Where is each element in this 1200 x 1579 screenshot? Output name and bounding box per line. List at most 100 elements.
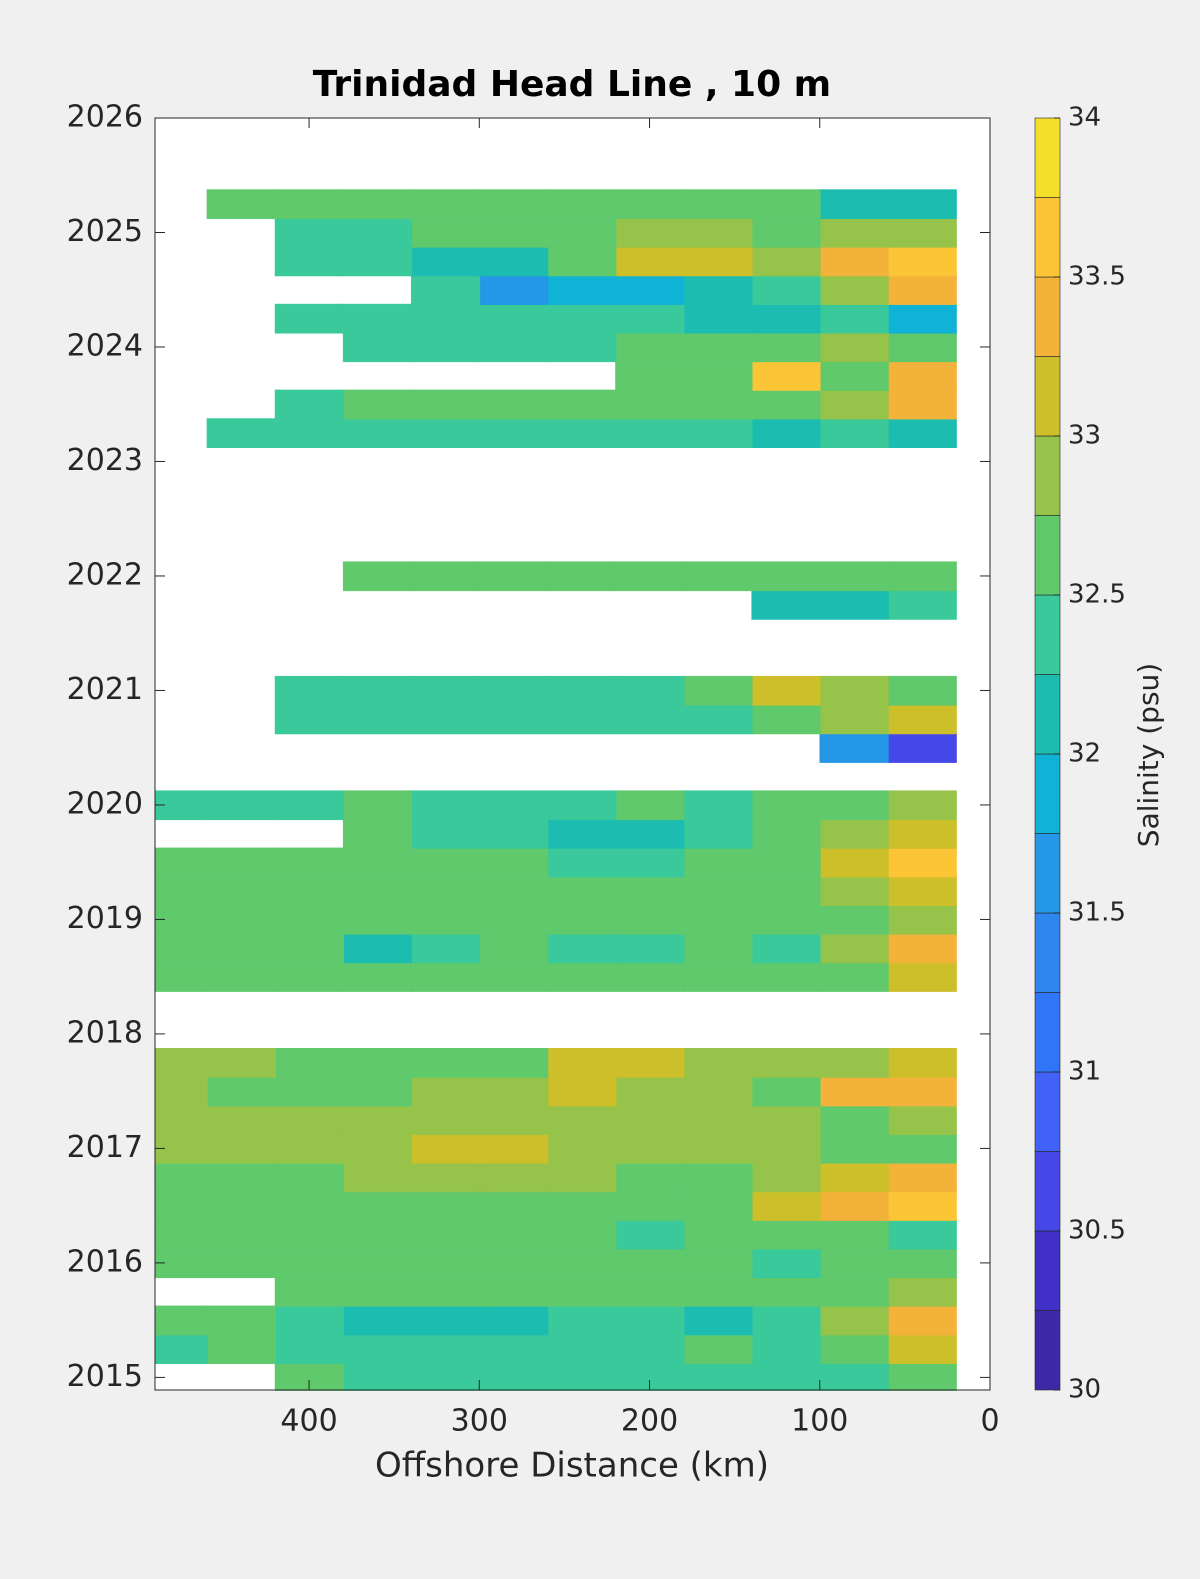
contour-cell: [410, 962, 481, 992]
contour-cell: [154, 1305, 208, 1336]
contour-cell: [547, 962, 617, 992]
colorbar-band: [1034, 833, 1061, 914]
contour-cell: [342, 1162, 413, 1193]
contour-cell: [751, 1162, 821, 1193]
contour-cell: [547, 1362, 617, 1391]
contour-cell: [615, 904, 685, 935]
contour-cell: [751, 704, 821, 735]
contour-cell: [683, 1162, 753, 1193]
contour-cell: [547, 675, 617, 706]
contour-cell: [342, 246, 413, 277]
contour-cell: [615, 876, 685, 906]
contour-cell: [410, 1334, 481, 1364]
contour-cell: [342, 876, 413, 906]
contour-cell: [206, 1219, 276, 1250]
contour-cell: [683, 189, 753, 220]
contour-cell: [342, 332, 413, 363]
contour-cell: [547, 904, 617, 935]
contour-cell: [410, 418, 481, 449]
contour-cell: [479, 561, 549, 592]
contour-cell: [410, 1362, 481, 1391]
contour-cell: [683, 1362, 753, 1391]
contour-cell: [819, 1076, 889, 1107]
contour-cell: [887, 1334, 957, 1364]
contour-cell: [683, 847, 753, 878]
contour-cell: [410, 217, 481, 248]
contour-cell: [547, 1305, 617, 1336]
y-tick-label: 2016: [67, 1244, 143, 1279]
contour-cell: [206, 1334, 276, 1364]
colorbar-band: [1034, 356, 1061, 437]
contour-cell: [751, 1334, 821, 1364]
contour-cell: [615, 962, 685, 992]
contour-cell: [819, 1248, 889, 1279]
contour-cell: [615, 418, 685, 449]
contour-cell: [819, 675, 889, 706]
contour-cell: [887, 876, 957, 906]
contour-cell: [615, 275, 685, 305]
colorbar-band: [1034, 753, 1061, 834]
contour-cell: [751, 933, 821, 964]
contour-cell: [547, 704, 617, 735]
contour-cell: [683, 303, 753, 334]
y-tick-label: 2024: [67, 328, 143, 363]
contour-cell: [887, 361, 957, 391]
contour-cell: [479, 790, 549, 821]
contour-cell: [342, 189, 413, 220]
x-axis-label: Offshore Distance (km): [375, 1446, 769, 1486]
contour-cell: [342, 1105, 413, 1135]
x-tick-label: 400: [280, 1404, 337, 1439]
contour-cell: [547, 1248, 617, 1279]
contour-cell: [547, 876, 617, 906]
contour-cell: [819, 303, 889, 334]
contour-cell: [342, 847, 413, 878]
contour-cell: [819, 1362, 889, 1391]
contour-cell: [615, 189, 685, 220]
contour-cell: [683, 1133, 753, 1164]
contour-cell: [547, 217, 617, 248]
contour-cell: [479, 332, 549, 363]
contour-cell: [751, 246, 821, 277]
contour-cell: [887, 1191, 957, 1221]
contour-cell: [342, 561, 413, 592]
contour-cell: [547, 847, 617, 878]
y-tick-label: 2023: [67, 443, 143, 478]
contour-cell: [547, 275, 617, 305]
contour-cell: [683, 418, 753, 449]
y-tick-label: 2020: [67, 786, 143, 821]
contour-cell: [683, 361, 753, 391]
contour-cell: [342, 819, 413, 849]
contour-cell: [751, 561, 821, 592]
contour-cell: [479, 704, 549, 735]
contour-cell: [410, 904, 481, 935]
contour-cell: [274, 217, 344, 248]
contour-cell: [615, 1276, 685, 1307]
contour-cell: [819, 1162, 889, 1193]
contour-cell: [683, 675, 753, 706]
colorbar-band: [1034, 1071, 1061, 1152]
contour-cell: [342, 790, 413, 821]
contour-cell: [887, 418, 957, 449]
contour-cell: [410, 561, 481, 592]
contour-cell: [547, 819, 617, 849]
contour-cell: [751, 217, 821, 248]
colorbar-tick-label: 30: [1068, 1375, 1101, 1405]
contour-cell: [819, 389, 889, 420]
contour-cell: [615, 1076, 685, 1107]
contour-cell: [819, 217, 889, 248]
contour-cell: [274, 1133, 344, 1164]
contour-cell: [342, 1276, 413, 1307]
contour-cell: [887, 561, 957, 592]
contour-cell: [154, 1047, 208, 1078]
contour-cell: [479, 217, 549, 248]
colorbar-band: [1034, 435, 1061, 516]
contour-cell: [274, 1248, 344, 1279]
contour-fill: [154, 189, 957, 1391]
contour-cell: [683, 332, 753, 363]
contour-cell: [683, 962, 753, 992]
contour-cell: [751, 1219, 821, 1250]
contour-cell: [154, 962, 208, 992]
contour-cell: [683, 1248, 753, 1279]
contour-cell: [547, 1334, 617, 1364]
contour-cell: [683, 1276, 753, 1307]
